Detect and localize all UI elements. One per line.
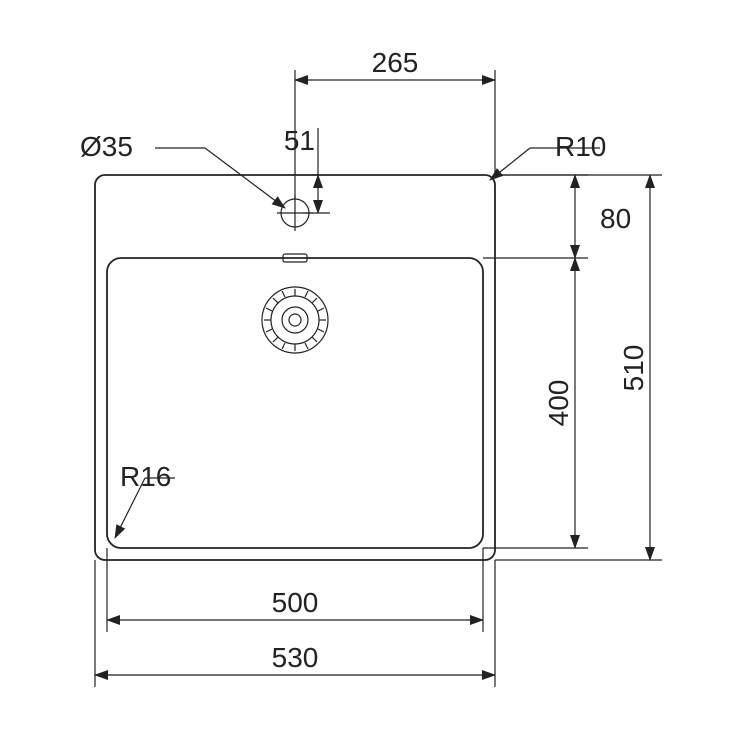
dim-400-label: 400 xyxy=(543,380,574,427)
drain xyxy=(262,287,328,353)
dim-530-label: 530 xyxy=(272,642,319,673)
dim-500-label: 500 xyxy=(272,587,319,618)
leader-r16: R16 xyxy=(115,461,175,538)
leader-r10: R10 xyxy=(490,131,606,180)
dim-265: 265 xyxy=(295,47,495,199)
r16-label: R16 xyxy=(120,461,171,492)
leader-dia35: Ø35 xyxy=(80,131,285,208)
dia35-label: Ø35 xyxy=(80,131,133,162)
dim-80-label: 80 xyxy=(600,203,631,234)
dim-510: 510 xyxy=(495,175,662,560)
dim-510-label: 510 xyxy=(618,345,649,392)
inner-rect xyxy=(107,258,483,548)
outer-rect xyxy=(95,175,495,560)
r10-label: R10 xyxy=(555,131,606,162)
dim-51-label: 51 xyxy=(284,125,315,156)
dim-80: 80 xyxy=(483,175,631,258)
dim-400: 400 xyxy=(483,258,588,548)
dim-530: 530 xyxy=(95,560,495,687)
dim-265-label: 265 xyxy=(372,47,419,78)
